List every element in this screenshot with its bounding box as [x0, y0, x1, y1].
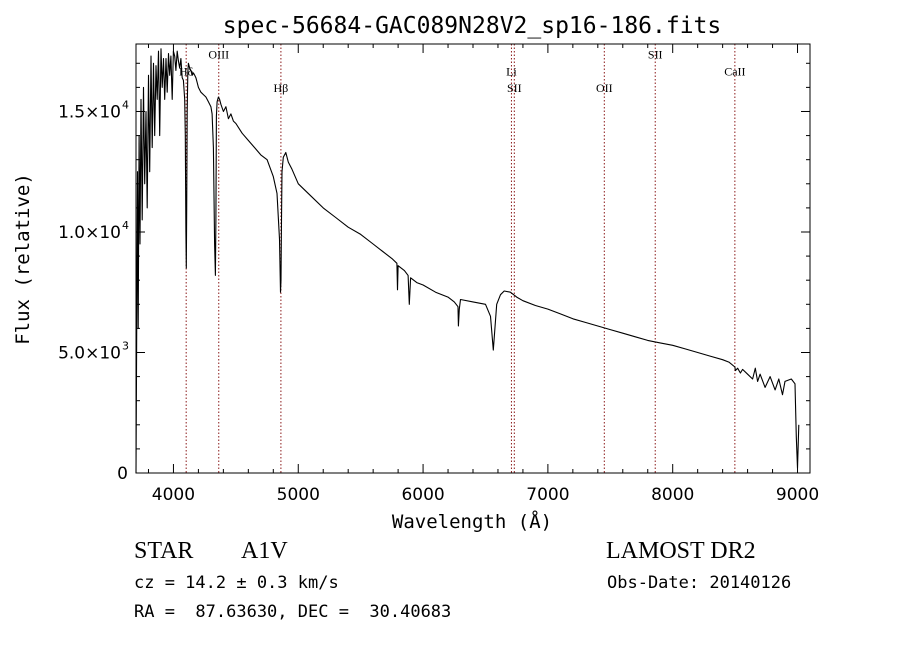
x-axis-label: Wavelength (Å): [392, 510, 552, 533]
y-tick-label: 0: [117, 464, 128, 484]
x-tick-label: 6000: [401, 485, 444, 505]
y-tick-label: 1.0×10: [58, 223, 121, 243]
line-label: SII: [507, 81, 522, 95]
y-tick-label: 1.5×10: [58, 102, 121, 122]
x-tick-label: 5000: [277, 485, 320, 505]
emission-line-markers: [185, 44, 736, 473]
y-tick-exponent: 4: [122, 219, 129, 232]
line-label: OIII: [208, 47, 229, 61]
line-label: Hβ: [274, 81, 289, 95]
line-label: OII: [596, 81, 613, 95]
coordinates: RA = 87.63630, DEC = 30.40683: [134, 602, 452, 622]
y-axis-label: Flux (relative): [12, 173, 34, 345]
line-label: CaII: [724, 64, 745, 78]
x-tick-label: 7000: [526, 485, 569, 505]
line-label: SII: [648, 47, 663, 61]
line-labels: Hδ OIII Hβ Li SII OII SII CaII: [179, 47, 746, 95]
object-type: STAR: [134, 538, 194, 564]
plot-frame: [135, 43, 811, 474]
line-label: Li: [506, 64, 517, 78]
survey-name: LAMOST DR2: [606, 538, 756, 564]
x-tick-label: 8000: [651, 485, 694, 505]
y-tick-label: 5.0×10: [58, 343, 121, 363]
line-label: Hδ: [179, 64, 194, 78]
spectral-class: A1V: [241, 538, 288, 564]
spectrum-line: [135, 48, 800, 474]
observation-date: Obs-Date: 20140126: [607, 573, 792, 593]
chart-title: spec-56684-GAC089N28V2_sp16-186.fits: [223, 13, 722, 39]
y-tick-exponent: 3: [122, 339, 129, 352]
redshift-value: cz = 14.2 ± 0.3 km/s: [134, 573, 339, 593]
y-tick-exponent: 4: [122, 98, 129, 111]
x-tick-label: 9000: [776, 485, 819, 505]
x-tick-label: 4000: [152, 485, 195, 505]
